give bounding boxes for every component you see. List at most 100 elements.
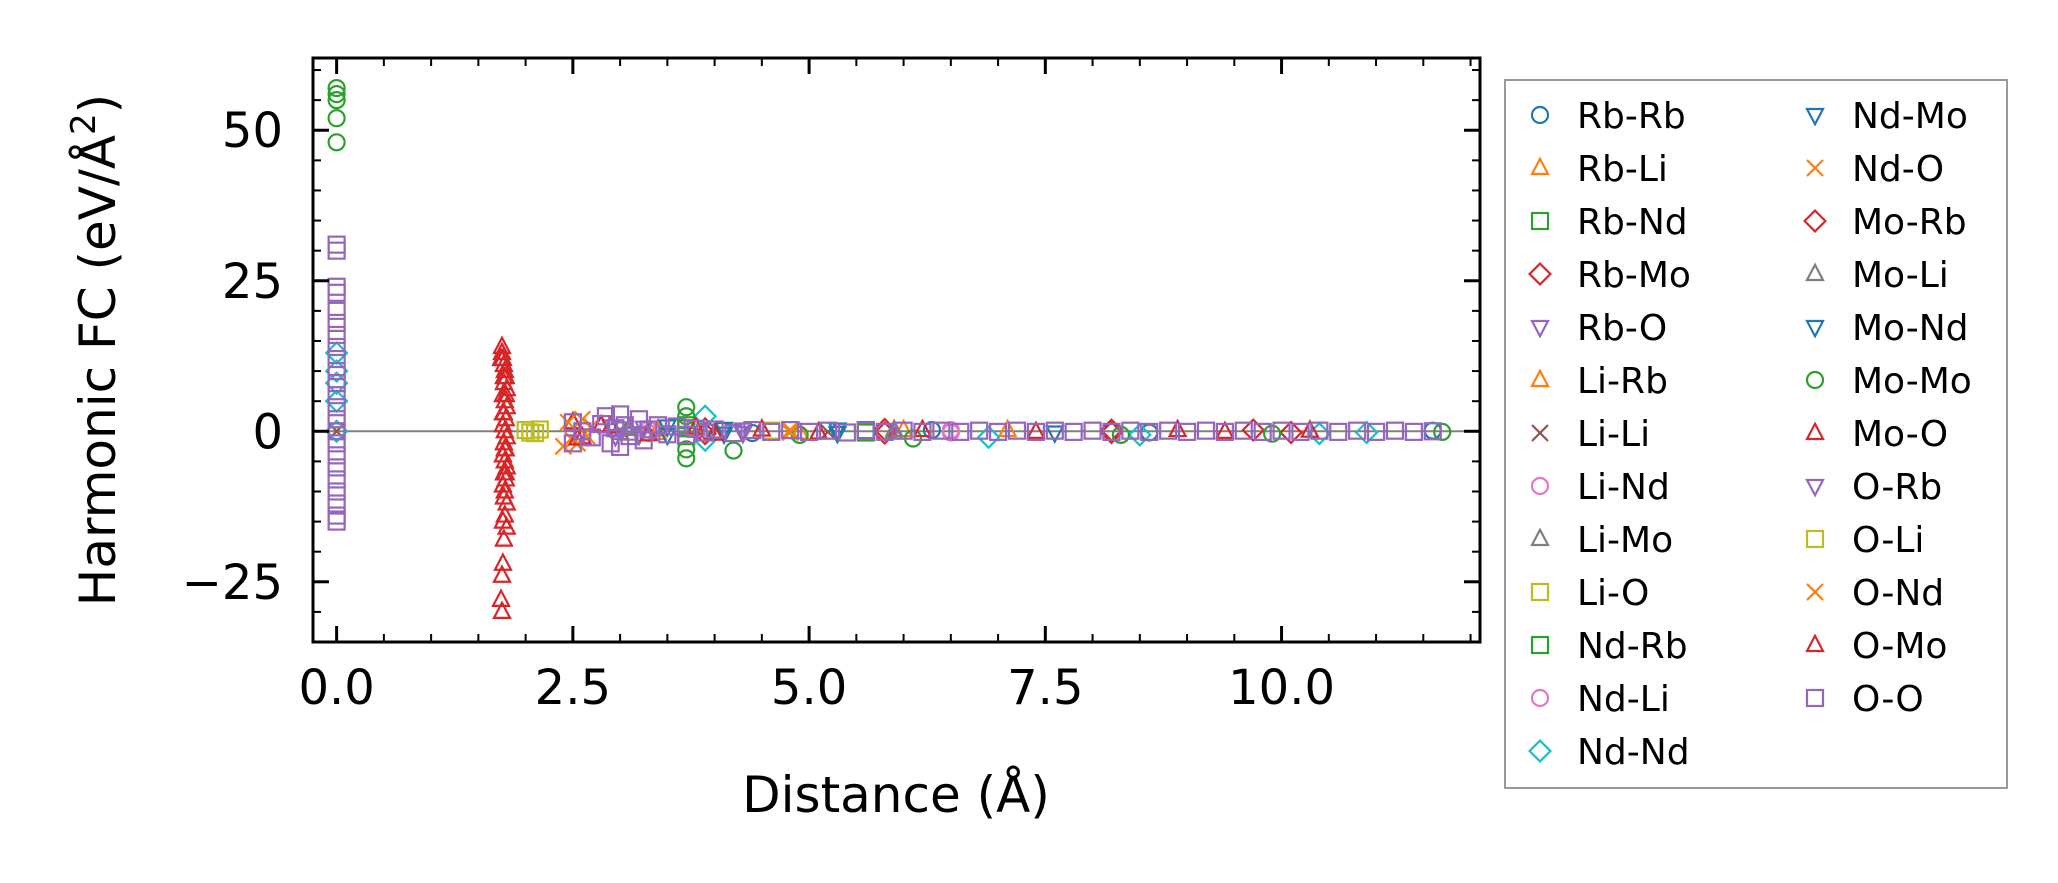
data-point bbox=[493, 413, 513, 433]
data-point bbox=[677, 407, 696, 426]
legend-label: Rb-Rb bbox=[1577, 96, 1686, 137]
data-point bbox=[1385, 421, 1405, 440]
series-mo-nd bbox=[657, 421, 848, 447]
data-point bbox=[1279, 420, 1303, 445]
legend-marker-diamond bbox=[1528, 739, 1552, 763]
legend-marker-circle bbox=[1805, 370, 1825, 390]
data-point bbox=[988, 422, 1008, 441]
legend-entry-o-li: O-Li bbox=[1805, 520, 1924, 561]
data-point bbox=[327, 374, 346, 393]
data-point bbox=[1026, 422, 1045, 441]
legend-marker-square bbox=[1530, 211, 1550, 231]
data-point bbox=[1127, 422, 1152, 447]
data-point bbox=[1159, 421, 1178, 440]
y-tick-label: −25 bbox=[182, 555, 283, 611]
data-point bbox=[1215, 420, 1235, 439]
data-point bbox=[827, 425, 848, 445]
data-point bbox=[492, 600, 512, 619]
data-point bbox=[327, 506, 346, 525]
data-point bbox=[1404, 422, 1423, 441]
data-point bbox=[327, 386, 346, 405]
plot-area-frame bbox=[311, 56, 1482, 644]
data-point bbox=[615, 416, 634, 435]
legend-marker-x bbox=[1806, 159, 1824, 177]
y-tick-label: 25 bbox=[222, 254, 283, 310]
data-point bbox=[1083, 421, 1102, 440]
legend-marker-triangle-up bbox=[1805, 421, 1825, 441]
data-point bbox=[327, 79, 346, 98]
legend-entry-li-li: Li-Li bbox=[1531, 414, 1650, 455]
data-point bbox=[1215, 422, 1234, 441]
data-point bbox=[495, 383, 516, 403]
data-point bbox=[634, 431, 653, 450]
legend-marker-square bbox=[1530, 582, 1550, 602]
data-point bbox=[1007, 421, 1027, 440]
legend-label: Rb-Nd bbox=[1577, 202, 1688, 243]
data-point bbox=[494, 485, 514, 505]
legend-label: Mo-Nd bbox=[1852, 308, 1969, 349]
x-tick-label: 2.5 bbox=[535, 660, 611, 716]
data-point bbox=[856, 421, 875, 440]
data-point bbox=[327, 313, 346, 333]
data-point bbox=[884, 420, 904, 440]
legend-marker-triangle-down bbox=[1805, 107, 1825, 127]
data-point bbox=[893, 418, 914, 438]
x-axis-label: Distance (Å) bbox=[742, 766, 1050, 824]
legend-marker-diamond bbox=[1803, 209, 1827, 233]
data-point bbox=[1026, 420, 1046, 439]
data-point bbox=[327, 133, 346, 152]
legend-entry-rb-nd: Rb-Nd bbox=[1530, 202, 1688, 243]
legend-marker-triangle-down bbox=[1805, 319, 1825, 339]
x-tick-label: 7.5 bbox=[1007, 660, 1083, 716]
data-point bbox=[620, 426, 639, 446]
data-point bbox=[1310, 421, 1329, 440]
data-point bbox=[327, 241, 346, 260]
legend-marker-triangle-up bbox=[1530, 156, 1550, 176]
legend-entry-mo-li: Mo-Li bbox=[1805, 255, 1949, 296]
data-point bbox=[1140, 422, 1159, 441]
data-point bbox=[1300, 419, 1320, 438]
data-point bbox=[493, 443, 513, 463]
data-point bbox=[596, 407, 616, 426]
data-point bbox=[799, 422, 819, 441]
data-point bbox=[1044, 425, 1065, 445]
legend-marker-circle bbox=[1530, 688, 1550, 708]
legend: Rb-Rb Rb-Li Rb-Nd Rb-Mo Rb-O Li-Rb Li-Li Li-Nd L… bbox=[1504, 79, 2008, 789]
data-point bbox=[781, 420, 800, 440]
data-point bbox=[932, 421, 951, 440]
legend-entry-mo-o: Mo-O bbox=[1805, 414, 1948, 455]
series-o-li bbox=[521, 420, 549, 442]
legend-marker-triangle-up bbox=[1805, 633, 1825, 653]
data-point bbox=[494, 365, 514, 385]
data-point bbox=[495, 461, 516, 481]
legend-marker-circle bbox=[1530, 476, 1550, 496]
data-point bbox=[997, 418, 1018, 438]
data-point bbox=[1272, 421, 1291, 440]
data-point bbox=[1241, 418, 1266, 443]
data-point bbox=[789, 420, 810, 440]
data-point bbox=[724, 441, 743, 460]
data-point bbox=[493, 401, 513, 421]
data-point bbox=[611, 405, 630, 424]
data-point bbox=[1291, 422, 1310, 441]
data-point bbox=[327, 349, 346, 369]
data-point bbox=[696, 423, 715, 442]
data-point bbox=[629, 410, 649, 429]
legend-marker-x bbox=[1531, 424, 1549, 442]
data-point bbox=[875, 422, 894, 441]
data-point bbox=[762, 422, 781, 441]
data-point bbox=[492, 564, 512, 583]
data-point bbox=[733, 422, 753, 442]
data-point bbox=[491, 347, 511, 367]
legend-marker-triangle-up bbox=[1530, 368, 1550, 388]
legend-entry-nd-o: Nd-O bbox=[1806, 149, 1944, 190]
data-point bbox=[1433, 422, 1452, 441]
y-axis-label-main: Harmonic FC (eV/Å bbox=[69, 135, 127, 606]
data-point bbox=[327, 283, 346, 302]
legend-entry-rb-mo: Rb-Mo bbox=[1528, 255, 1691, 296]
data-point bbox=[530, 420, 549, 439]
data-point bbox=[639, 420, 658, 439]
legend-entry-li-rb: Li-Rb bbox=[1530, 361, 1668, 402]
legend-label: O-Nd bbox=[1852, 573, 1944, 614]
